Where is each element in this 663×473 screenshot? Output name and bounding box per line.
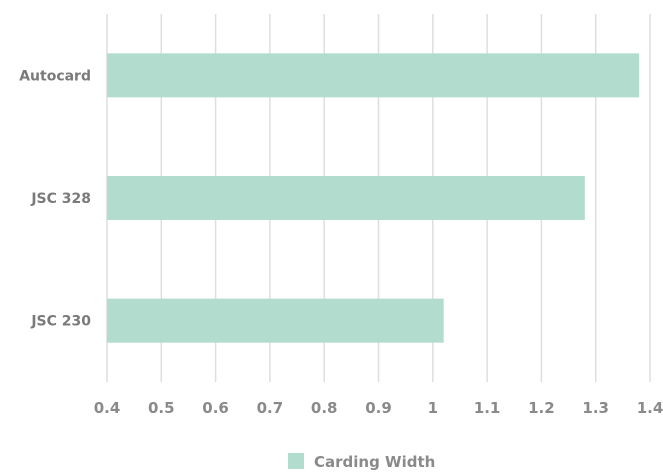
bars <box>107 53 640 343</box>
x-tick-label: 0.5 <box>148 399 175 417</box>
x-tick-label: 0.9 <box>365 399 392 417</box>
bar-jsc-230 <box>107 298 444 343</box>
legend-label-carding-width: Carding Width <box>314 453 435 471</box>
category-label: JSC 328 <box>30 191 91 207</box>
x-tick-label: 1.4 <box>637 399 663 417</box>
x-tick-label: 0.4 <box>94 399 121 417</box>
x-tick-label: 0.7 <box>257 399 284 417</box>
x-tick-label: 0.8 <box>311 399 338 417</box>
x-tick-label: 1.1 <box>474 399 501 417</box>
bar-autocard <box>107 53 640 98</box>
x-tick-label: 1.3 <box>582 399 609 417</box>
bar-jsc-328 <box>107 176 585 220</box>
category-label: Autocard <box>19 68 91 84</box>
legend: Carding Width <box>288 453 435 471</box>
category-label: JSC 230 <box>30 314 91 330</box>
legend-swatch <box>288 453 304 469</box>
x-tick-label: 1.2 <box>528 399 555 417</box>
category-labels: Autocard JSC 328 JSC 230 <box>19 68 91 329</box>
x-tick-label: 0.6 <box>202 399 229 417</box>
x-tick-label: 1 <box>428 399 438 417</box>
x-axis-ticks: 0.4 0.5 0.6 0.7 0.8 0.9 1 1.1 1.2 1.3 1.4 <box>94 399 663 417</box>
